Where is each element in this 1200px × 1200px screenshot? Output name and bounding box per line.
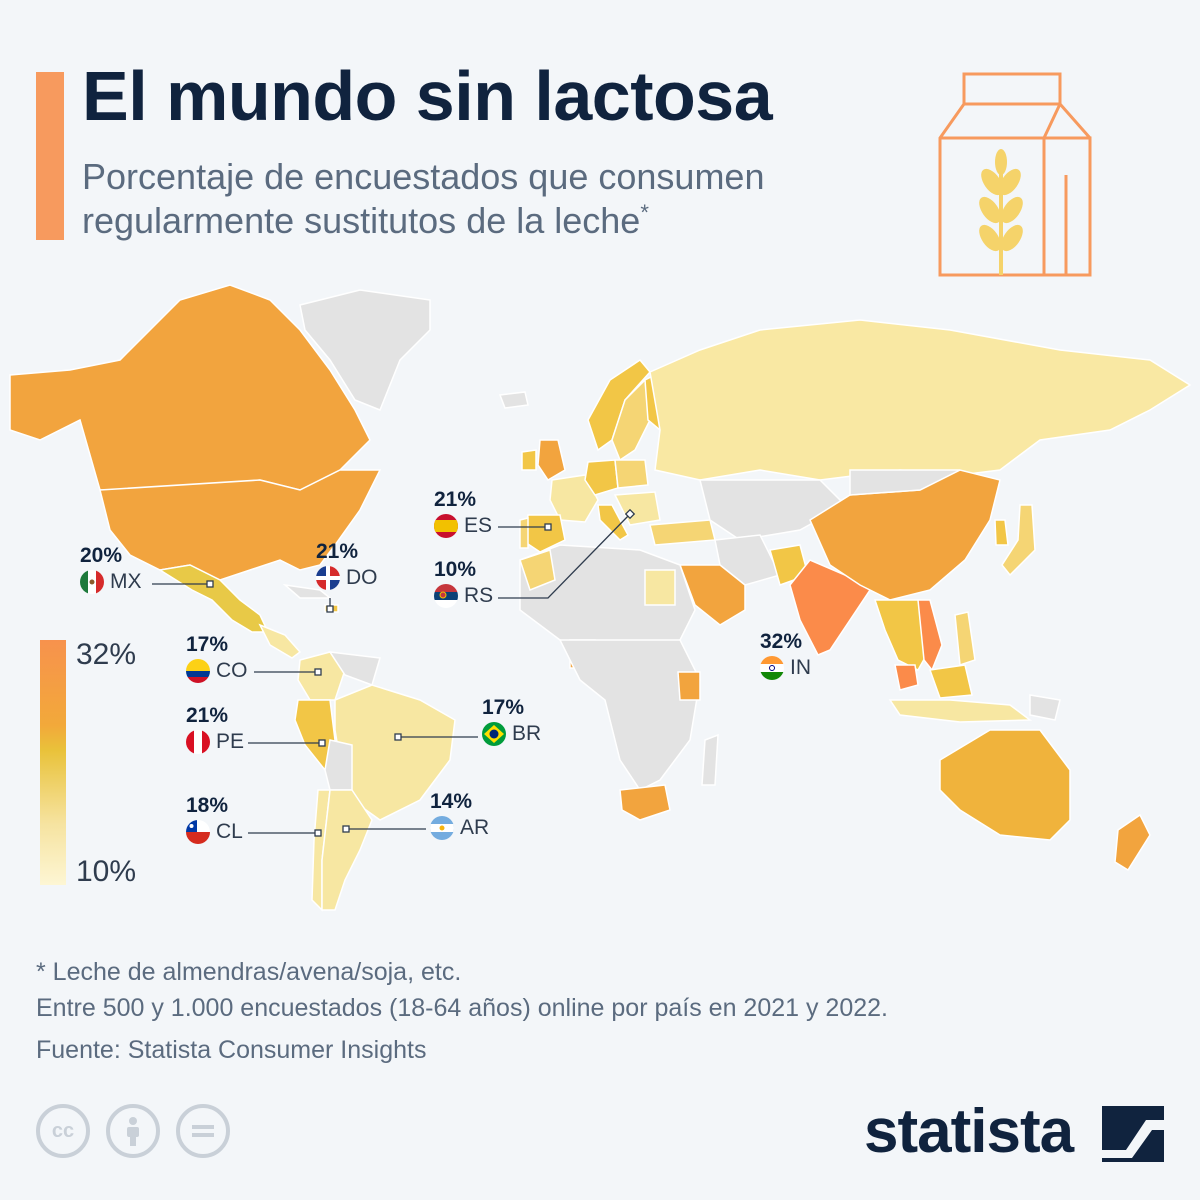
callout-code: AR [460, 816, 490, 839]
region-central-america [258, 623, 302, 659]
callout-mexico: 20% MX [80, 544, 142, 594]
callout-chile: 18% CL [186, 794, 243, 844]
callout-brazil: 17% BR [482, 696, 541, 746]
region-italy [597, 504, 629, 541]
footnote-source: Fuente: Statista Consumer Insights [36, 1036, 427, 1064]
color-scale-bar [40, 640, 66, 885]
region-madagascar [701, 733, 719, 786]
region-central-asia [699, 479, 847, 541]
license-icons: cc [36, 1104, 230, 1158]
region-poland [614, 459, 649, 489]
chile-flag-icon [186, 820, 210, 844]
callout-dominican-republic: 21% DO [316, 540, 378, 590]
callout-spain: 21% ES [434, 488, 492, 538]
region-canada [9, 284, 371, 491]
spain-flag-icon [434, 514, 458, 538]
callout-value: 17% [186, 633, 229, 656]
region-argentina [321, 789, 373, 911]
region-france [549, 474, 599, 523]
callout-code: ES [464, 514, 493, 537]
callout-value: 21% [186, 704, 229, 727]
region-egypt [644, 569, 676, 606]
mexico-flag-icon [80, 570, 104, 594]
region-morocco [519, 549, 556, 591]
region-iceland [498, 391, 529, 409]
india-flag-icon [760, 656, 784, 680]
callout-value: 21% [316, 540, 359, 563]
callout-colombia: 17% CO [186, 633, 248, 683]
region-japan [1001, 504, 1036, 577]
callout-value: 20% [80, 544, 123, 567]
region-russia [649, 319, 1192, 481]
callout-value: 18% [186, 794, 229, 817]
footnote-note: * Leche de almendras/avena/soja, etc. [36, 958, 462, 986]
region-australia [939, 729, 1071, 841]
callout-code: DO [346, 566, 378, 589]
subtitle-asterisk: * [640, 199, 649, 225]
callout-code: CO [216, 659, 248, 682]
region-vietnam [917, 599, 943, 672]
no-derivatives-icon[interactable] [176, 1104, 230, 1158]
callout-value: 21% [434, 488, 477, 511]
region-new-zealand [1114, 813, 1151, 872]
callout-code: PE [216, 730, 245, 753]
region-philippines [954, 611, 976, 667]
callout-code: RS [464, 584, 494, 607]
region-malaysia [894, 664, 919, 691]
serbia-flag-icon [434, 584, 458, 608]
region-south-africa [619, 784, 671, 821]
callout-value: 14% [430, 790, 473, 813]
footnote-sample: Entre 500 y 1.000 encuestados (18‑64 año… [36, 994, 888, 1022]
callout-code: CL [216, 820, 243, 843]
region-central-africa [558, 639, 701, 791]
region-germany [584, 459, 619, 496]
region-borneo [928, 664, 973, 699]
cc-icon[interactable]: cc [36, 1104, 90, 1158]
page-subtitle: Porcentaje de encuestados que consumen r… [82, 155, 902, 243]
region-bolivia [324, 739, 353, 791]
legend-min-label: 10% [76, 855, 137, 888]
region-mongolia [849, 469, 961, 496]
region-ireland [521, 449, 537, 471]
region-balkans [613, 491, 661, 526]
region-papua [1029, 694, 1061, 721]
callout-value: 32% [760, 630, 803, 653]
subtitle-text: Porcentaje de encuestados que consumen r… [82, 156, 765, 241]
callout-peru: 21% PE [186, 704, 244, 754]
region-usa [99, 469, 382, 581]
page-title: El mundo sin lactosa [82, 57, 773, 135]
callout-code: MX [110, 570, 142, 593]
callout-code: IN [790, 656, 811, 679]
callout-value: 10% [434, 558, 477, 581]
colombia-flag-icon [186, 659, 210, 683]
region-uk [537, 439, 566, 482]
brazil-flag-icon [482, 722, 506, 746]
callout-argentina: 14% AR [430, 790, 489, 840]
callout-serbia: 10% RS [434, 558, 493, 608]
argentina-flag-icon [430, 816, 454, 840]
statista-logo-icon[interactable] [1102, 1106, 1164, 1162]
region-turkey [649, 519, 716, 546]
callout-india: 32% IN [760, 630, 811, 680]
statista-logo-text[interactable]: statista [864, 1097, 1074, 1166]
region-korea [994, 519, 1009, 546]
dominican-republic-flag-icon [316, 566, 340, 590]
callout-code: BR [512, 722, 542, 745]
region-greenland [299, 289, 431, 411]
callout-value: 17% [482, 696, 525, 719]
region-norway [587, 359, 651, 452]
region-iran [714, 534, 782, 586]
attribution-icon[interactable] [106, 1104, 160, 1158]
title-accent-bar [36, 72, 64, 240]
legend-max-label: 32% [76, 638, 137, 671]
world-choropleth-map [9, 284, 1192, 912]
region-kenya [677, 671, 701, 701]
region-portugal [519, 517, 529, 549]
region-india [789, 559, 872, 656]
region-saudi-arabia [678, 564, 746, 626]
milk-carton-icon [938, 72, 1092, 277]
peru-flag-icon [186, 730, 210, 754]
region-indonesia [888, 699, 1033, 723]
